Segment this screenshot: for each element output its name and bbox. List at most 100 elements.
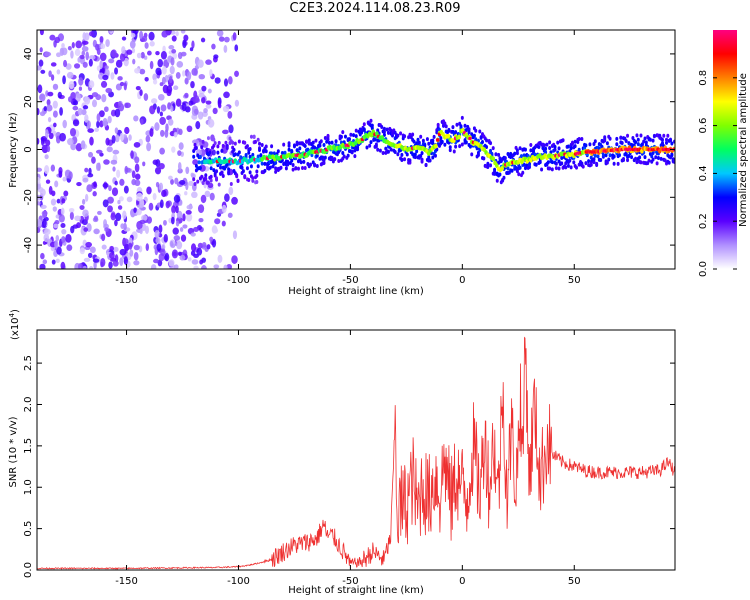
spectrogram-cell <box>467 130 471 135</box>
spectrogram-cell <box>655 161 659 166</box>
spectrogram-cell <box>580 136 584 141</box>
spectrogram-cell <box>84 96 91 105</box>
spectrogram-cell <box>225 146 229 151</box>
spectrogram-cell <box>191 191 198 199</box>
spectrogram-cell <box>212 168 216 173</box>
spectrogram-cell <box>207 88 212 94</box>
spectrogram-cell <box>80 140 86 150</box>
spectrogram-cell <box>548 140 552 145</box>
spectrogram-cell <box>87 252 93 258</box>
spectrogram-cell <box>198 92 205 98</box>
spectrogram-cell <box>185 210 192 215</box>
spectrogram-cell <box>175 205 179 214</box>
spectrogram-cell <box>615 136 619 141</box>
spectrogram-cell <box>313 145 317 150</box>
spectrogram-cell <box>37 107 40 116</box>
spectrogram-cell <box>159 199 164 209</box>
spectrogram-cell <box>124 165 129 175</box>
spectrogram-cell <box>123 185 129 194</box>
spectrogram-cell <box>159 111 163 117</box>
spectrogram-cell <box>659 156 663 161</box>
spectrogram-cell <box>118 101 122 106</box>
spectrogram-cell <box>48 70 52 78</box>
spectrogram-cell <box>192 177 196 182</box>
spectrogram-cell <box>49 34 56 41</box>
spectrogram-cell <box>249 134 253 139</box>
snr-x-tick-label: 0 <box>459 576 465 587</box>
spectrogram-cell <box>155 237 161 244</box>
spectrogram-cell <box>664 137 668 142</box>
spectrogram-cell <box>119 257 124 267</box>
spectrogram-cell <box>61 198 66 204</box>
spectrogram-y-axis-label: Frequency (Hz) <box>8 112 19 188</box>
spectrogram-cell <box>133 207 137 213</box>
spectrogram-cell <box>89 246 96 254</box>
spectrogram-cell <box>93 228 100 235</box>
spectrogram-cell <box>82 177 89 183</box>
spectrogram-cell <box>405 152 409 157</box>
spectrogram-cell <box>522 162 526 167</box>
spectrogram-cell <box>495 178 499 183</box>
spectrogram-cell <box>143 93 149 101</box>
spectrogram-cell <box>62 176 67 182</box>
spectrogram-cell <box>513 151 517 156</box>
spectrogram-cell <box>116 169 121 178</box>
spectrogram-cell <box>117 199 121 205</box>
spectrogram-cell <box>67 45 72 51</box>
spectrogram-cell <box>443 142 447 147</box>
spectrogram-cell <box>413 152 417 157</box>
spectrogram-cell <box>346 153 350 158</box>
spectrogram-cell <box>171 49 177 54</box>
spectrogram-cell <box>211 149 216 156</box>
spectrogram-cell <box>74 215 81 222</box>
spectrogram-cell <box>133 252 139 261</box>
spectrogram-cell <box>93 215 98 221</box>
spectrogram-cell <box>237 150 241 155</box>
spectrogram-cell <box>111 134 116 144</box>
spectrogram-cell <box>185 213 193 222</box>
spectrogram-cell <box>460 115 464 120</box>
spectrogram-cell <box>183 34 189 42</box>
spectrogram-cell <box>556 140 560 145</box>
spectrogram-cell <box>428 158 432 163</box>
spectrogram-cell <box>588 142 592 147</box>
spectrogram-cell <box>129 249 134 257</box>
spectrogram-cell <box>190 250 196 256</box>
spectrogram-cell <box>74 48 81 57</box>
spectrogram-cell <box>139 228 143 235</box>
spectrogram-cell <box>171 216 175 225</box>
spectrogram-cell <box>45 179 51 184</box>
spectrogram-cell <box>186 204 193 210</box>
spectrogram-cell <box>157 70 162 76</box>
spectrogram-cell <box>339 134 343 139</box>
spectrogram-cell <box>157 59 164 68</box>
spectrogram-cell <box>160 104 167 112</box>
spectrogram-cell <box>152 192 157 201</box>
spectrogram-cell <box>173 194 181 203</box>
spectrogram-cell <box>560 161 564 166</box>
spectrogram-cell <box>136 204 144 209</box>
spectrogram-cell <box>258 147 262 152</box>
spectrogram-cell <box>100 80 108 88</box>
spectrogram-cell <box>232 147 236 152</box>
spectrogram-cell <box>200 37 206 43</box>
spectrogram-cell <box>81 46 89 52</box>
spectrogram-cell <box>126 196 133 203</box>
spectrogram-y-tick-label: 20 <box>23 95 34 108</box>
spectrogram-cell <box>396 133 400 138</box>
spectrogram-cell <box>177 150 182 156</box>
spectrogram-cell <box>326 133 330 138</box>
spectrogram-cell <box>68 96 73 103</box>
spectrogram-cell <box>204 190 211 198</box>
spectrogram-cell <box>186 71 192 81</box>
spectrogram-cell <box>546 160 550 165</box>
spectrogram-cell <box>200 194 207 204</box>
spectrogram-cell <box>635 160 639 165</box>
spectrogram-cell <box>105 87 113 94</box>
spectrogram-cell <box>403 157 407 162</box>
spectrogram-cell <box>56 52 62 58</box>
spectrogram-cell <box>217 140 221 145</box>
snr-frame <box>36 329 676 571</box>
spectrogram-cell <box>203 108 208 114</box>
spectrogram-cell <box>184 77 189 85</box>
